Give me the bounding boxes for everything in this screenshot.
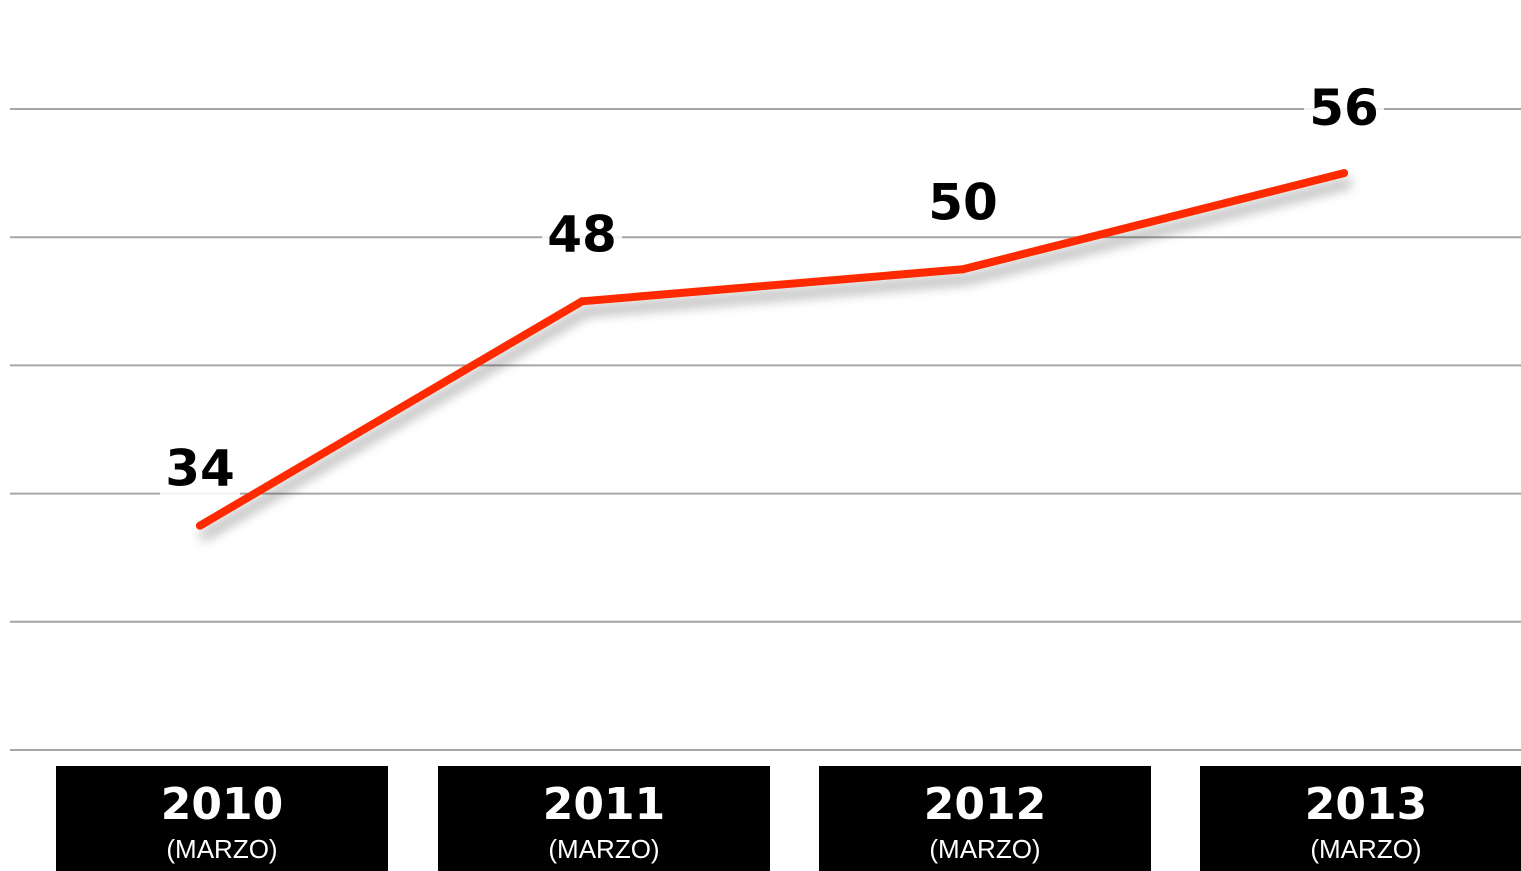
category-axis: 2010 (MARZO) 2011 (MARZO) 2012 (MARZO) 2013 (MA…	[56, 766, 1521, 871]
data-point	[196, 521, 204, 530]
category-box: 2013 (MARZO)	[1200, 766, 1521, 871]
data-label-background	[160, 445, 240, 496]
category-label: 2013	[1305, 779, 1427, 830]
category-sublabel: (MARZO)	[548, 834, 659, 864]
data-label: 56	[1309, 79, 1379, 137]
data-label: 50	[928, 173, 998, 231]
series-line	[196, 169, 1348, 530]
gridlines	[10, 108, 1521, 751]
category-box: 2011 (MARZO)	[438, 766, 770, 871]
data-label-background	[923, 179, 1003, 230]
category-label: 2011	[543, 779, 665, 830]
category-box-bg	[56, 766, 388, 871]
category-box-bg	[819, 766, 1151, 871]
data-labels: 34 48 50 56	[160, 79, 1384, 498]
data-label-background	[542, 211, 622, 262]
category-box: 2012 (MARZO)	[819, 766, 1151, 871]
category-label: 2010	[161, 779, 283, 830]
data-label-background	[1304, 85, 1384, 136]
data-label: 34	[165, 440, 235, 498]
category-box-bg	[1200, 766, 1521, 871]
category-sublabel: (MARZO)	[1310, 834, 1421, 864]
category-label: 2012	[924, 779, 1046, 830]
category-sublabel: (MARZO)	[929, 834, 1040, 864]
data-label: 48	[547, 205, 617, 263]
data-point	[578, 297, 586, 306]
category-sublabel: (MARZO)	[166, 834, 277, 864]
data-point	[1340, 169, 1348, 178]
data-point	[959, 265, 967, 274]
category-box-bg	[438, 766, 770, 871]
category-box: 2010 (MARZO)	[56, 766, 388, 871]
series-layer	[196, 169, 1348, 530]
